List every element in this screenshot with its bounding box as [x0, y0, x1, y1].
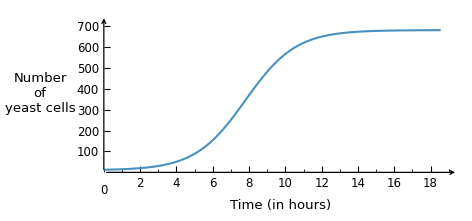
Text: Number
of
yeast cells: Number of yeast cells — [5, 72, 76, 115]
Text: 0: 0 — [100, 184, 108, 197]
X-axis label: Time (in hours): Time (in hours) — [230, 199, 331, 211]
